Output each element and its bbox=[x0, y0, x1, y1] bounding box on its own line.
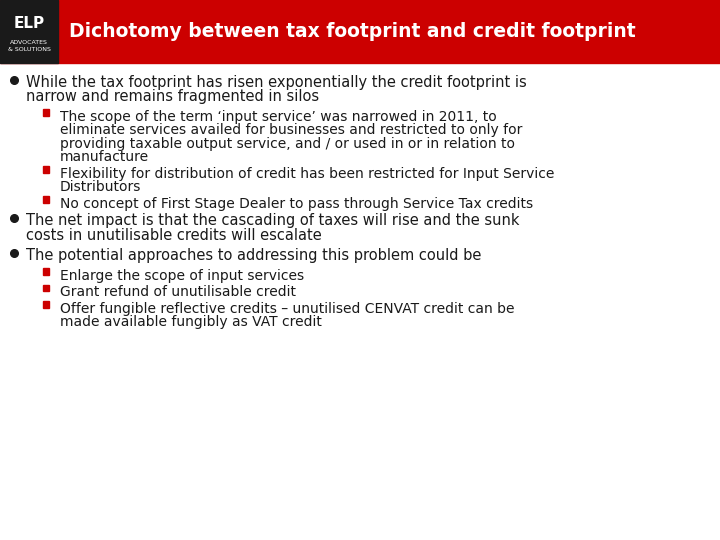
Text: No concept of First Stage Dealer to pass through Service Tax credits: No concept of First Stage Dealer to pass… bbox=[60, 197, 533, 211]
Text: The scope of the term ‘input service’ was narrowed in 2011, to: The scope of the term ‘input service’ wa… bbox=[60, 110, 497, 124]
Text: costs in unutilisable credits will escalate: costs in unutilisable credits will escal… bbox=[26, 228, 322, 243]
Text: narrow and remains fragmented in silos: narrow and remains fragmented in silos bbox=[26, 89, 319, 104]
Text: Dichotomy between tax footprint and credit footprint: Dichotomy between tax footprint and cred… bbox=[69, 22, 636, 41]
Bar bbox=[0, 63, 720, 540]
Text: The potential approaches to addressing this problem could be: The potential approaches to addressing t… bbox=[26, 248, 482, 263]
Text: Distributors: Distributors bbox=[60, 180, 141, 194]
Text: ELP: ELP bbox=[14, 16, 45, 31]
Text: eliminate services availed for businesses and restricted to only for: eliminate services availed for businesse… bbox=[60, 123, 523, 137]
Bar bbox=[0, 0, 58, 63]
Bar bbox=[42, 197, 49, 203]
Bar bbox=[42, 285, 49, 292]
Bar bbox=[42, 268, 49, 275]
Text: manufacture: manufacture bbox=[60, 150, 149, 164]
Text: Enlarge the scope of input services: Enlarge the scope of input services bbox=[60, 269, 304, 283]
Text: ADVOCATES
& SOLUTIONS: ADVOCATES & SOLUTIONS bbox=[8, 40, 50, 52]
Text: providing taxable output service, and / or used in or in relation to: providing taxable output service, and / … bbox=[60, 137, 515, 151]
Text: While the tax footprint has risen exponentially the credit footprint is: While the tax footprint has risen expone… bbox=[26, 75, 527, 90]
Bar bbox=[42, 301, 49, 308]
Text: Flexibility for distribution of credit has been restricted for Input Service: Flexibility for distribution of credit h… bbox=[60, 167, 554, 181]
Text: made available fungibly as VAT credit: made available fungibly as VAT credit bbox=[60, 315, 322, 329]
Bar bbox=[0, 0, 720, 63]
Bar bbox=[42, 110, 49, 116]
Text: Grant refund of unutilisable credit: Grant refund of unutilisable credit bbox=[60, 285, 296, 299]
Text: The net impact is that the cascading of taxes will rise and the sunk: The net impact is that the cascading of … bbox=[26, 213, 520, 228]
Text: Offer fungible reflective credits – unutilised CENVAT credit can be: Offer fungible reflective credits – unut… bbox=[60, 302, 515, 316]
Bar bbox=[42, 166, 49, 173]
